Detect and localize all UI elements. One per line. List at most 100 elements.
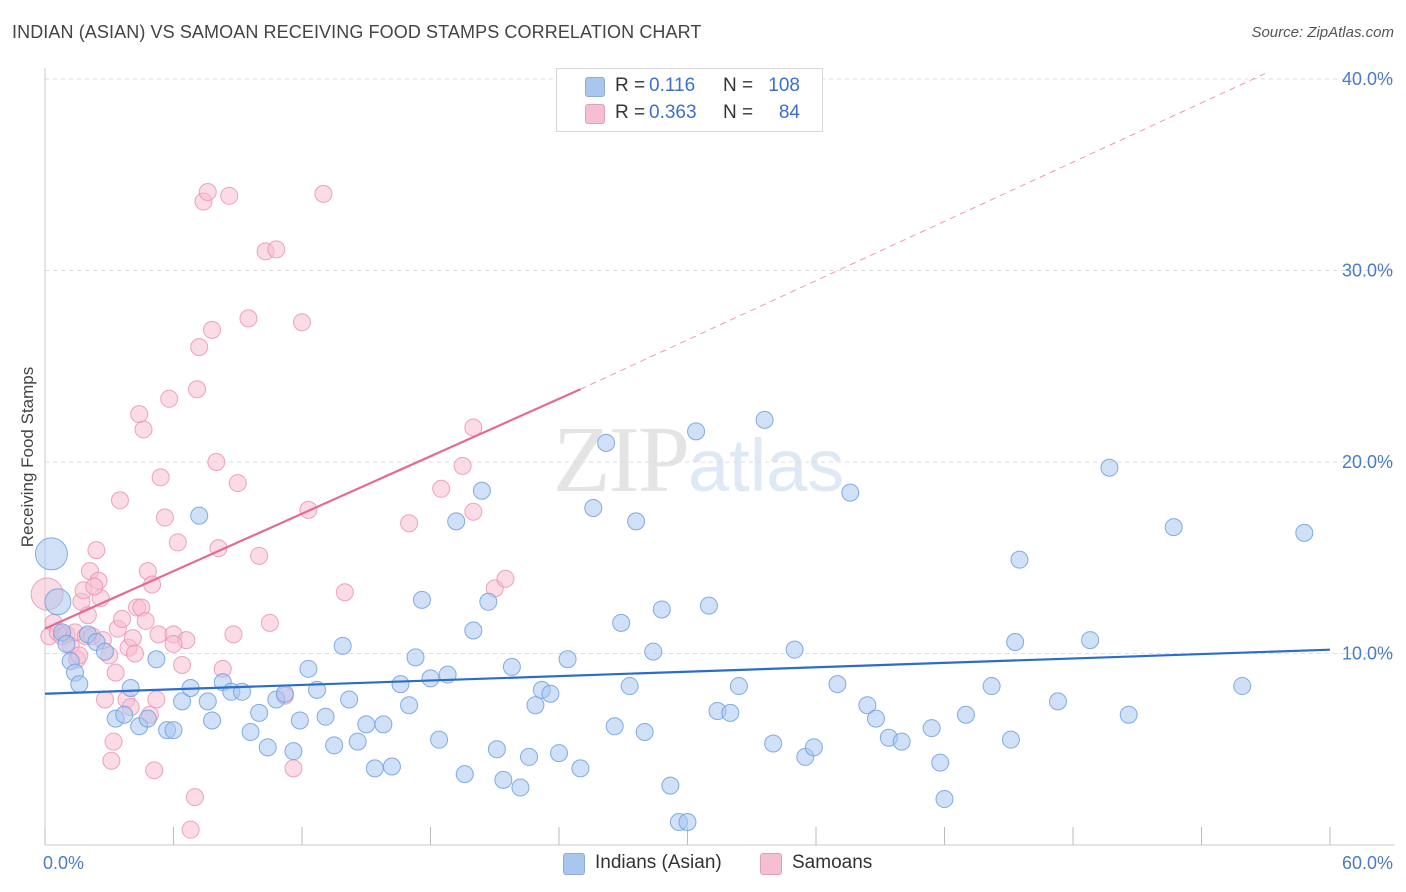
indians-asian-point [374, 715, 393, 734]
samoans-point [173, 655, 192, 674]
indians-asian-point [550, 744, 568, 763]
indians-asian-point [1001, 730, 1020, 749]
indians-asian-point [644, 642, 663, 661]
n-label: N = [723, 75, 754, 96]
indians-asian-point [391, 675, 410, 694]
r-label: R = [615, 75, 646, 96]
indians-asian-point [922, 719, 941, 738]
tick-labels: 10.0% 20.0% 30.0% 40.0% 0.0% 60.0% [43, 69, 1393, 873]
samoans-point [496, 569, 515, 588]
indians-asian-point [284, 742, 303, 761]
indians-asian-point [931, 753, 950, 772]
samoans-point [284, 759, 303, 778]
indians-asian-point [1119, 705, 1138, 724]
indians-asian-point [487, 740, 506, 759]
indians-asian-point [1049, 692, 1068, 711]
indians-asian-point [382, 757, 401, 776]
indians-asian-points [34, 410, 1314, 832]
r-value: 0.363 [649, 102, 697, 123]
samoans-point [149, 625, 168, 644]
samoans-point [314, 184, 333, 203]
indians-asian-point [472, 481, 491, 500]
samoans-point [453, 456, 472, 475]
indians-asian-point [828, 675, 847, 694]
indians-asian-point [299, 659, 318, 678]
indians-asian-point [520, 747, 539, 766]
legend-label-samoans: Samoans [792, 852, 873, 873]
samoans-point [168, 533, 187, 552]
indians-asian-point [571, 759, 590, 778]
samoans-point [198, 182, 217, 201]
indians-asian-point [479, 592, 498, 611]
indians-asian-point [455, 765, 474, 784]
indians-asian-point [1081, 631, 1100, 650]
indians-asian-point [866, 709, 885, 728]
indians-asian-point [290, 711, 309, 730]
trend-lines [44, 72, 1331, 695]
samoans-point [400, 514, 419, 533]
indians-asian-point [421, 669, 440, 688]
indians-asian-point [1100, 458, 1119, 477]
samoans-point [220, 186, 239, 205]
n-value: 108 [768, 75, 800, 96]
indians-asian-point [430, 730, 449, 749]
source-credit: Source: ZipAtlas.com [1251, 24, 1394, 41]
samoans-point [267, 240, 286, 259]
samoans-point [181, 820, 200, 839]
indians-asian-point [635, 723, 654, 742]
swatch-samoans [585, 104, 605, 124]
indians-asian-point [597, 433, 616, 452]
samoans-point [104, 732, 123, 751]
y-tick-label: 10.0% [1342, 644, 1393, 664]
y-tick-label: 20.0% [1342, 452, 1393, 472]
indians-asian-point [526, 696, 545, 715]
samoans-point [95, 690, 114, 709]
indians-asian-point [721, 703, 740, 722]
indians-asian-point [511, 778, 530, 797]
indians-asian-point [406, 648, 425, 667]
indians-asian-point [612, 613, 631, 632]
indians-asian-point [558, 650, 577, 669]
indians-asian-point [804, 738, 823, 757]
indians-asian-point [982, 677, 1001, 696]
correlation-stats-box: R = 0.116 N = 108 R = 0.363 N = 84 [556, 68, 823, 132]
indians-asian-point [258, 738, 277, 757]
indians-asian-trendline [44, 648, 1331, 695]
indians-asian-point [687, 422, 706, 441]
samoans-point [125, 644, 144, 663]
indians-asian-point [325, 736, 344, 755]
indians-asian-point [1010, 550, 1029, 569]
r-label: R = [615, 102, 646, 123]
samoans-point [155, 508, 174, 527]
legend-label-indians: Indians (Asian) [595, 852, 722, 873]
indians-asian-point [275, 684, 294, 703]
samoans-point [160, 389, 179, 408]
indians-asian-point [1164, 518, 1183, 537]
x-tick-label: 0.0% [43, 853, 84, 873]
indians-asian-point [541, 684, 560, 703]
indians-asian-point [1233, 677, 1252, 696]
indians-asian-point [494, 770, 513, 789]
indians-asian-point [652, 600, 671, 619]
samoans-point [250, 546, 269, 565]
legend-swatch-samoans [760, 853, 782, 875]
samoans-point [228, 474, 247, 493]
samoans-point [188, 380, 207, 399]
samoans-point [464, 502, 483, 521]
indians-asian-point [44, 588, 72, 616]
x-tick-label: 60.0% [1342, 853, 1393, 873]
samoans-point [224, 625, 243, 644]
samoans-point [102, 751, 121, 770]
samoans-point [185, 788, 204, 807]
indians-asian-point [147, 650, 166, 669]
samoans-point [151, 468, 170, 487]
indians-asian-point [412, 590, 431, 609]
samoans-point [113, 610, 132, 629]
y-tick-label: 30.0% [1342, 261, 1393, 281]
indians-asian-point [70, 675, 89, 694]
chart-title: INDIAN (ASIAN) VS SAMOAN RECEIVING FOOD … [12, 22, 702, 42]
n-value: 84 [778, 102, 800, 123]
indians-asian-point [241, 723, 260, 742]
samoans-point [130, 405, 149, 424]
samoans-point [145, 761, 164, 780]
